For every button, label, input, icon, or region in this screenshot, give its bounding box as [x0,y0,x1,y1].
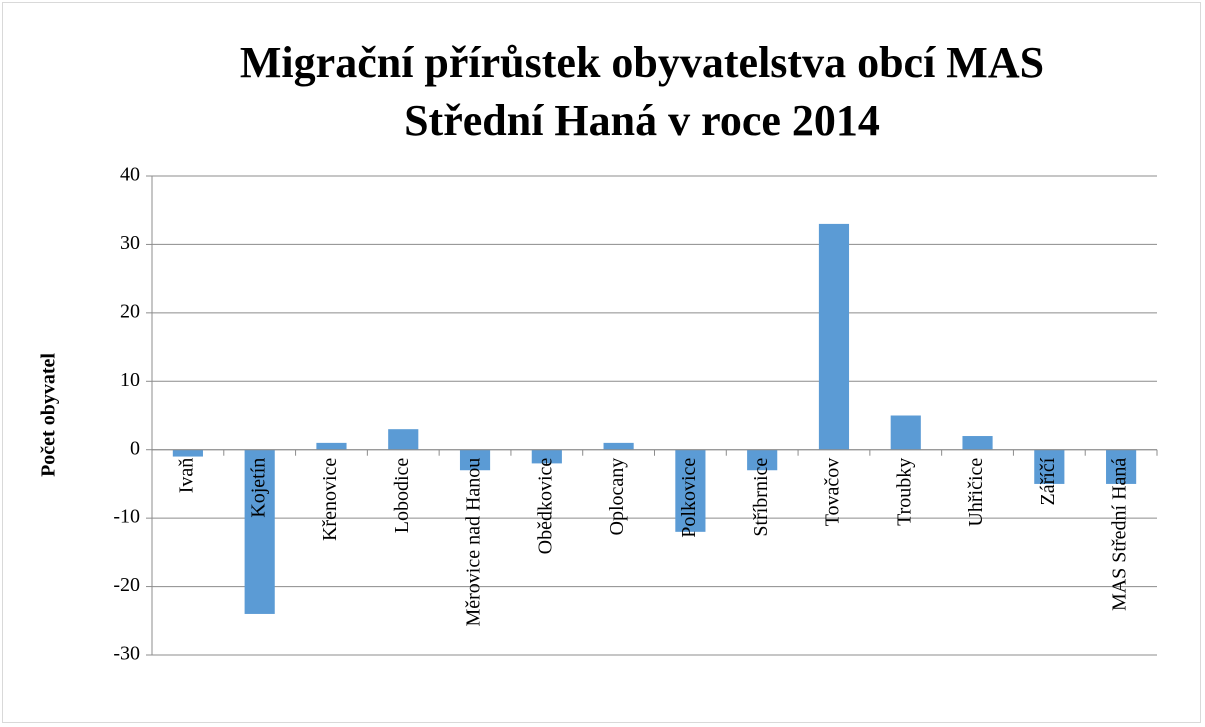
chart-title: Migrační přírůstek obyvatelstva obcí MAS… [239,38,1045,145]
bar [244,449,275,614]
y-tick-label: -20 [113,574,140,596]
y-tick-label: -10 [113,506,140,528]
x-tick-label: Oplocany [606,458,628,536]
bar [890,415,921,450]
bar [172,449,203,457]
y-tick-label: 30 [120,232,140,254]
x-tick-label: Polkovice [678,458,700,538]
x-tick-label: Ivaň [175,458,197,494]
bar [388,429,419,450]
x-tick-label: Lobodice [391,458,413,534]
bar [818,223,850,450]
bar [675,449,706,532]
x-tick-label: Uhřičice [965,458,987,527]
x-tick-label: Obědkovice [534,458,556,555]
bar [747,449,778,471]
x-tick-label: Křenovice [319,458,341,541]
x-tick-label: Měrovice nad Hanou [463,458,485,627]
y-tick-label: 20 [120,300,140,322]
x-tick-label: MAS Střední Haná [1109,458,1131,611]
x-tick-label: Kojetín [247,458,269,518]
y-tick-label: 10 [120,369,140,391]
x-tick-label: Troubky [893,458,915,526]
x-tick-label: Záříčí [1037,457,1059,505]
x-tick-label: Tovačov [822,458,844,527]
x-tick-label: Stříbrnice [750,458,772,537]
y-tick-label: -30 [113,643,140,665]
y-tick-label: 40 [120,164,140,186]
bar [1106,449,1137,484]
bar [531,449,562,464]
bar [459,449,491,471]
y-tick-label: 0 [130,437,140,459]
bar [316,442,347,450]
bar [1034,449,1065,484]
bar [962,436,993,450]
bar [603,442,634,450]
y-axis-label: Počet obyvatel [38,353,60,477]
